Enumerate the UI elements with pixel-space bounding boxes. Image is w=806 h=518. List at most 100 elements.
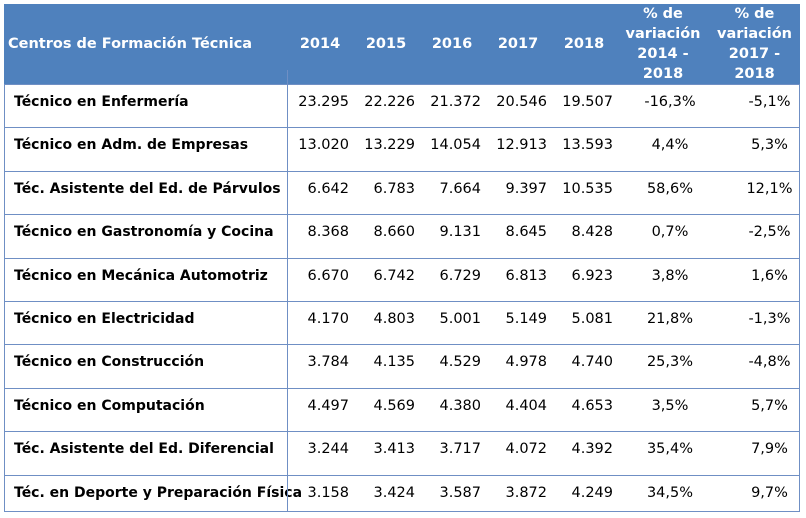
row-value-2018: 19.507 [551,83,617,128]
header-row: Centros de Formación Técnica 2014 2015 2… [4,4,800,85]
table-row: Técnico en Adm. de Empresas 13.020 13.229 1… [4,127,800,172]
row-value-2018: 10.535 [551,170,617,215]
header-name: Centros de Formación Técnica [8,36,253,52]
row-career-name: Técnico en Adm. de Empresas [4,127,287,172]
row-value-2017: 4.072 [485,431,551,476]
row-value-2015: 13.229 [353,127,419,172]
header-pct2-line2: variación [717,26,792,42]
table-row: Téc. en Deporte y Preparación Física 3.15… [4,474,800,518]
row-value-2016: 21.372 [419,83,485,128]
row-value-2017: 4.404 [485,387,551,432]
row-pct-2017-2018: 5,3% [709,127,800,172]
table-row: Técnico en Gastronomía y Cocina 8.368 8.66… [4,214,800,259]
row-pct-2014-2018: 21,8% [617,300,709,345]
row-value-2018: 8.428 [551,214,617,259]
header-pct1-line2: variación [625,26,701,42]
column-divider [287,70,288,512]
row-value-2018: 4.740 [551,344,617,389]
row-pct-2017-2018: 7,9% [709,431,800,476]
header-pct-2014-2018: % de variación 2014 - 2018 [617,4,709,85]
row-value-2018: 4.392 [551,431,617,476]
row-value-2017: 20.546 [485,83,551,128]
row-value-2015: 6.742 [353,257,419,302]
row-value-2017: 12.913 [485,127,551,172]
row-career-name: Técnico en Mecánica Automotriz [4,257,287,302]
row-career-name: Técnico en Construcción [4,344,287,389]
row-value-2015: 4.569 [353,387,419,432]
row-pct-2017-2018: -4,8% [709,344,800,389]
row-value-2014: 3.244 [287,431,353,476]
table-row: Téc. Asistente del Ed. Diferencial 3.244 3… [4,431,800,476]
row-pct-2014-2018: 25,3% [617,344,709,389]
row-value-2018: 5.081 [551,300,617,345]
header-year-2016: 2016 [431,36,473,52]
row-value-2017: 5.149 [485,300,551,345]
row-pct-2017-2018: 9,7% [709,474,800,518]
table-row: Técnico en Electricidad 4.170 4.803 5.001 5.… [4,300,800,345]
row-value-2014: 4.170 [287,300,353,345]
row-career-name: Téc. Asistente del Ed. de Párvulos [4,170,287,215]
header-pct1-line3: 2014 - 2018 [637,46,689,82]
row-career-name: Técnico en Electricidad [4,300,287,345]
row-value-2016: 6.729 [419,257,485,302]
row-value-2017: 3.872 [485,474,551,518]
row-value-2015: 3.413 [353,431,419,476]
row-value-2017: 8.645 [485,214,551,259]
header-pct1-line1: % de [643,6,683,22]
row-value-2016: 3.587 [419,474,485,518]
row-value-2015: 6.783 [353,170,419,215]
row-value-2015: 22.226 [353,83,419,128]
row-value-2015: 8.660 [353,214,419,259]
row-value-2018: 6.923 [551,257,617,302]
row-value-2017: 9.397 [485,170,551,215]
table-row: Técnico en Computación 4.497 4.569 4.380 4.4… [4,387,800,432]
row-pct-2014-2018: -16,3% [617,83,709,128]
row-pct-2014-2018: 58,6% [617,170,709,215]
table-row: Técnico en Mecánica Automotriz 6.670 6.742… [4,257,800,302]
row-value-2016: 9.131 [419,214,485,259]
row-career-name: Técnico en Gastronomía y Cocina [4,214,287,259]
table-row: Téc. Asistente del Ed. de Párvulos 6.642 6… [4,170,800,215]
row-career-name: Técnico en Computación [4,387,287,432]
row-pct-2014-2018: 3,5% [617,387,709,432]
enrollment-table: Centros de Formación Técnica 2014 2015 2… [4,4,800,518]
row-pct-2017-2018: 12,1% [709,170,800,215]
row-value-2014: 8.368 [287,214,353,259]
row-value-2016: 4.529 [419,344,485,389]
row-pct-2017-2018: -5,1% [709,83,800,128]
header-year-2014: 2014 [299,36,341,52]
row-value-2018: 4.249 [551,474,617,518]
row-value-2016: 7.664 [419,170,485,215]
header-year-2015: 2015 [365,36,407,52]
row-value-2018: 4.653 [551,387,617,432]
row-value-2017: 4.978 [485,344,551,389]
row-career-name: Técnico en Enfermería [4,83,287,128]
row-value-2016: 4.380 [419,387,485,432]
row-career-name: Téc. Asistente del Ed. Diferencial [4,431,287,476]
row-career-name: Téc. en Deporte y Preparación Física [4,474,302,518]
row-value-2015: 3.424 [353,474,419,518]
row-pct-2014-2018: 0,7% [617,214,709,259]
row-pct-2017-2018: 5,7% [709,387,800,432]
table-row: Técnico en Construcción 3.784 4.135 4.529 4.… [4,344,800,389]
header-year-2017: 2017 [497,36,539,52]
row-value-2014: 13.020 [287,127,353,172]
row-pct-2014-2018: 3,8% [617,257,709,302]
row-value-2017: 6.813 [485,257,551,302]
row-value-2015: 4.803 [353,300,419,345]
row-pct-2014-2018: 4,4% [617,127,709,172]
row-value-2018: 13.593 [551,127,617,172]
row-value-2014: 4.497 [287,387,353,432]
header-pct2-line3: 2017 - 2018 [728,46,781,82]
row-pct-2017-2018: -1,3% [709,300,800,345]
row-value-2014: 23.295 [287,83,353,128]
row-pct-2017-2018: 1,6% [709,257,800,302]
row-value-2014: 6.670 [287,257,353,302]
row-pct-2014-2018: 35,4% [617,431,709,476]
header-pct2-line1: % de [734,6,775,22]
row-value-2015: 4.135 [353,344,419,389]
row-value-2016: 5.001 [419,300,485,345]
header-year-2018: 2018 [563,36,605,52]
row-value-2016: 14.054 [419,127,485,172]
row-pct-2014-2018: 34,5% [617,474,709,518]
